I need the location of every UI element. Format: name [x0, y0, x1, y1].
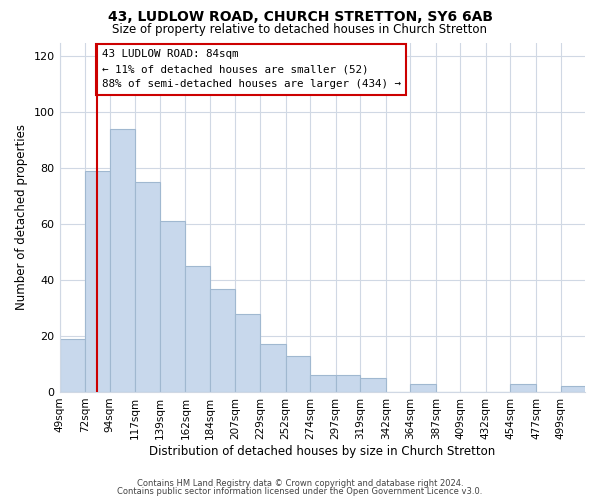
Bar: [310, 375, 335, 392]
Y-axis label: Number of detached properties: Number of detached properties: [15, 124, 28, 310]
Bar: [110, 129, 135, 392]
Bar: [235, 314, 260, 392]
Bar: [210, 288, 235, 392]
Bar: [286, 356, 310, 392]
Bar: [160, 222, 185, 392]
Bar: [260, 344, 286, 392]
Text: Size of property relative to detached houses in Church Stretton: Size of property relative to detached ho…: [113, 22, 487, 36]
Text: 43 LUDLOW ROAD: 84sqm
← 11% of detached houses are smaller (52)
88% of semi-deta: 43 LUDLOW ROAD: 84sqm ← 11% of detached …: [101, 50, 401, 89]
Bar: [360, 378, 386, 392]
Bar: [85, 171, 110, 392]
Bar: [59, 339, 85, 392]
Text: Contains HM Land Registry data © Crown copyright and database right 2024.: Contains HM Land Registry data © Crown c…: [137, 478, 463, 488]
Bar: [135, 182, 160, 392]
Text: 43, LUDLOW ROAD, CHURCH STRETTON, SY6 6AB: 43, LUDLOW ROAD, CHURCH STRETTON, SY6 6A…: [107, 10, 493, 24]
Bar: [560, 386, 585, 392]
Bar: [185, 266, 210, 392]
Bar: [511, 384, 536, 392]
Bar: [335, 375, 360, 392]
X-axis label: Distribution of detached houses by size in Church Stretton: Distribution of detached houses by size …: [149, 444, 496, 458]
Text: Contains public sector information licensed under the Open Government Licence v3: Contains public sector information licen…: [118, 487, 482, 496]
Bar: [410, 384, 436, 392]
